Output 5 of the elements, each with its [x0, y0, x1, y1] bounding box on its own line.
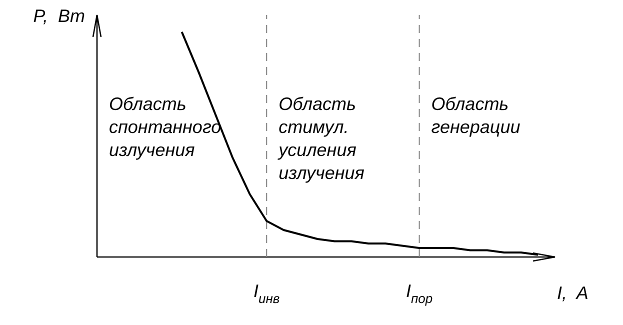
annotation: Область спонтанного излучения: [109, 94, 222, 160]
annotation: Область генерации: [431, 94, 520, 137]
annotation: Область стимул. усиления излучения: [276, 94, 365, 183]
y-axis-title: P, Вт: [33, 6, 86, 26]
x-axis-title: I, A: [557, 283, 588, 303]
